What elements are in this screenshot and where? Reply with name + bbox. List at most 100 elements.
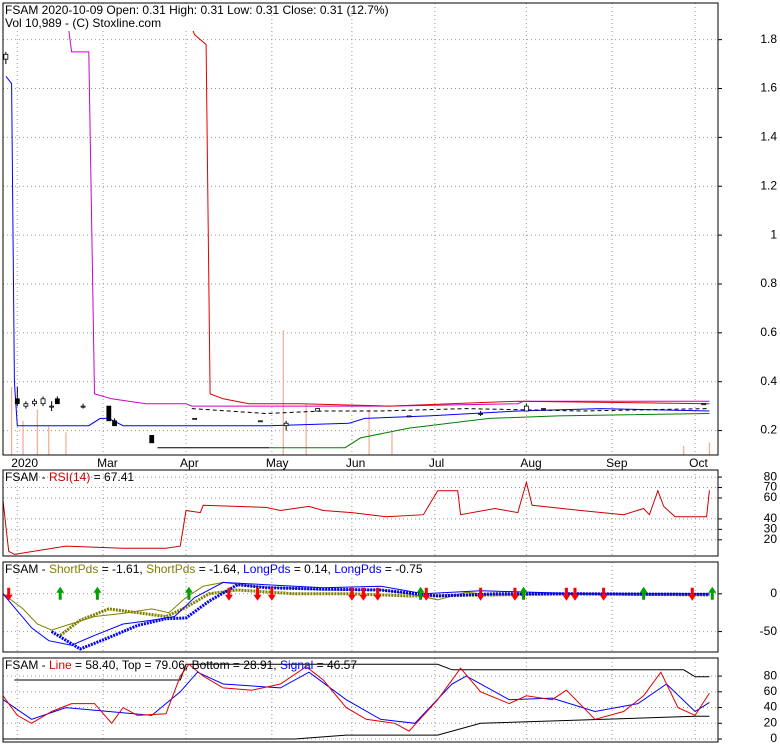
y-tick-label: 1.8 <box>760 32 777 46</box>
y-tick-label: 30 <box>764 522 778 536</box>
candle-body <box>106 405 112 422</box>
candle-body <box>523 405 529 412</box>
panel-legend: FSAM - Line = 58.40, Top = 79.06, Bottom… <box>5 658 357 672</box>
buy-arrow <box>416 586 425 600</box>
x-tick-label: Apr <box>180 456 199 470</box>
panel-frame <box>2 469 719 557</box>
x-tick-label: 2020 <box>11 456 38 470</box>
chart-title: FSAM 2020-10-09 Open: 0.31 High: 0.31 Lo… <box>5 3 389 17</box>
candle-body <box>49 405 55 408</box>
candle-body <box>112 420 117 427</box>
y-tick-label: 20 <box>764 532 778 546</box>
chart-subtitle: Vol 10,989 - (C) Stoxline.com <box>5 16 161 30</box>
x-tick-label: Jun <box>346 456 365 470</box>
y-tick-label: 0.6 <box>760 325 777 339</box>
series-line <box>3 671 710 724</box>
plot-area <box>3 3 718 455</box>
candle-body <box>478 413 484 415</box>
candle-body <box>54 398 60 405</box>
legend-part: = 79.06, <box>141 658 191 672</box>
legend-part: LongPds <box>334 562 381 576</box>
legend-part: = -1.64, <box>195 562 243 576</box>
x-tick-label: Oct <box>689 456 708 470</box>
x-tick-label: Sep <box>606 456 628 470</box>
legend-part: = 67.41 <box>90 470 134 484</box>
panel-frame <box>2 2 719 456</box>
legend-part: FSAM - <box>5 562 49 576</box>
candle-body <box>14 398 20 405</box>
panel-frame <box>2 561 719 653</box>
y-tick-label: 80 <box>764 469 778 483</box>
series-line <box>3 715 710 740</box>
legend-part: Top <box>122 658 142 672</box>
candle-body <box>257 420 263 423</box>
plot-area <box>3 658 718 742</box>
y-tick-label: 1 <box>770 227 777 241</box>
x-tick-label: Mar <box>97 456 118 470</box>
series-line <box>174 26 710 407</box>
candle-body <box>149 435 155 444</box>
sell-arrow <box>359 587 368 601</box>
y-tick-label: 0.4 <box>760 374 777 388</box>
candle-body <box>406 415 412 418</box>
y-tick-label: 70 <box>764 480 778 494</box>
y-tick-label: 60 <box>764 490 778 504</box>
candle-body <box>283 422 289 427</box>
y-tick-label: 80 <box>764 668 778 682</box>
buy-arrow <box>93 586 102 600</box>
legend-part: ShortPds <box>146 562 195 576</box>
series-line <box>50 583 710 651</box>
legend-part: = 58.40, <box>72 658 122 672</box>
candle-body <box>701 403 707 406</box>
buy-arrow <box>56 586 65 600</box>
sell-arrow <box>562 587 571 601</box>
sell-arrow <box>571 587 579 601</box>
legend-part: LongPds <box>243 562 290 576</box>
y-tick-label: 40 <box>764 511 778 525</box>
sell-arrow <box>373 587 382 601</box>
legend-part: FSAM - <box>5 658 49 672</box>
series-line <box>65 7 710 407</box>
legend-part: FSAM - <box>5 470 49 484</box>
candle-body <box>541 408 546 410</box>
y-tick-label: 60 <box>764 684 778 698</box>
legend-part: = 0.14, <box>291 562 335 576</box>
sell-arrow <box>599 587 608 601</box>
series-line <box>3 663 710 732</box>
sell-arrow <box>224 587 233 601</box>
buy-arrow <box>184 586 193 600</box>
candle-body <box>80 405 86 408</box>
y-tick-label: 1.2 <box>760 178 777 192</box>
buy-arrow <box>519 586 528 600</box>
legend-part: Bottom <box>192 658 230 672</box>
y-tick-label: 0 <box>770 586 777 600</box>
x-tick-label: May <box>266 456 289 470</box>
y-tick-label: 0.2 <box>760 423 777 437</box>
y-tick-label: 1.6 <box>760 81 777 95</box>
y-tick-label: 20 <box>764 715 778 729</box>
sell-arrow <box>510 587 519 601</box>
series-line <box>269 413 710 449</box>
sell-arrow <box>267 587 276 601</box>
candle-body <box>23 403 29 407</box>
series-line <box>3 581 710 646</box>
plot-area <box>3 562 718 652</box>
sell-arrow <box>422 587 431 601</box>
y-tick-label: -50 <box>760 624 778 638</box>
x-tick-label: Aug <box>520 456 541 470</box>
candle-body <box>32 400 37 405</box>
sell-arrow <box>476 587 485 601</box>
legend-part: ShortPds <box>49 562 98 576</box>
legend-part: = 46.57 <box>313 658 357 672</box>
y-tick-label: 0 <box>770 731 777 745</box>
series-line <box>59 588 710 637</box>
buy-arrow <box>639 586 648 600</box>
sell-arrow <box>253 587 262 601</box>
legend-part: Signal <box>280 658 313 672</box>
title-background <box>4 4 254 31</box>
legend-part: = 28.91, <box>230 658 280 672</box>
legend-part: Line <box>49 658 72 672</box>
y-tick-label: 0.8 <box>760 276 777 290</box>
